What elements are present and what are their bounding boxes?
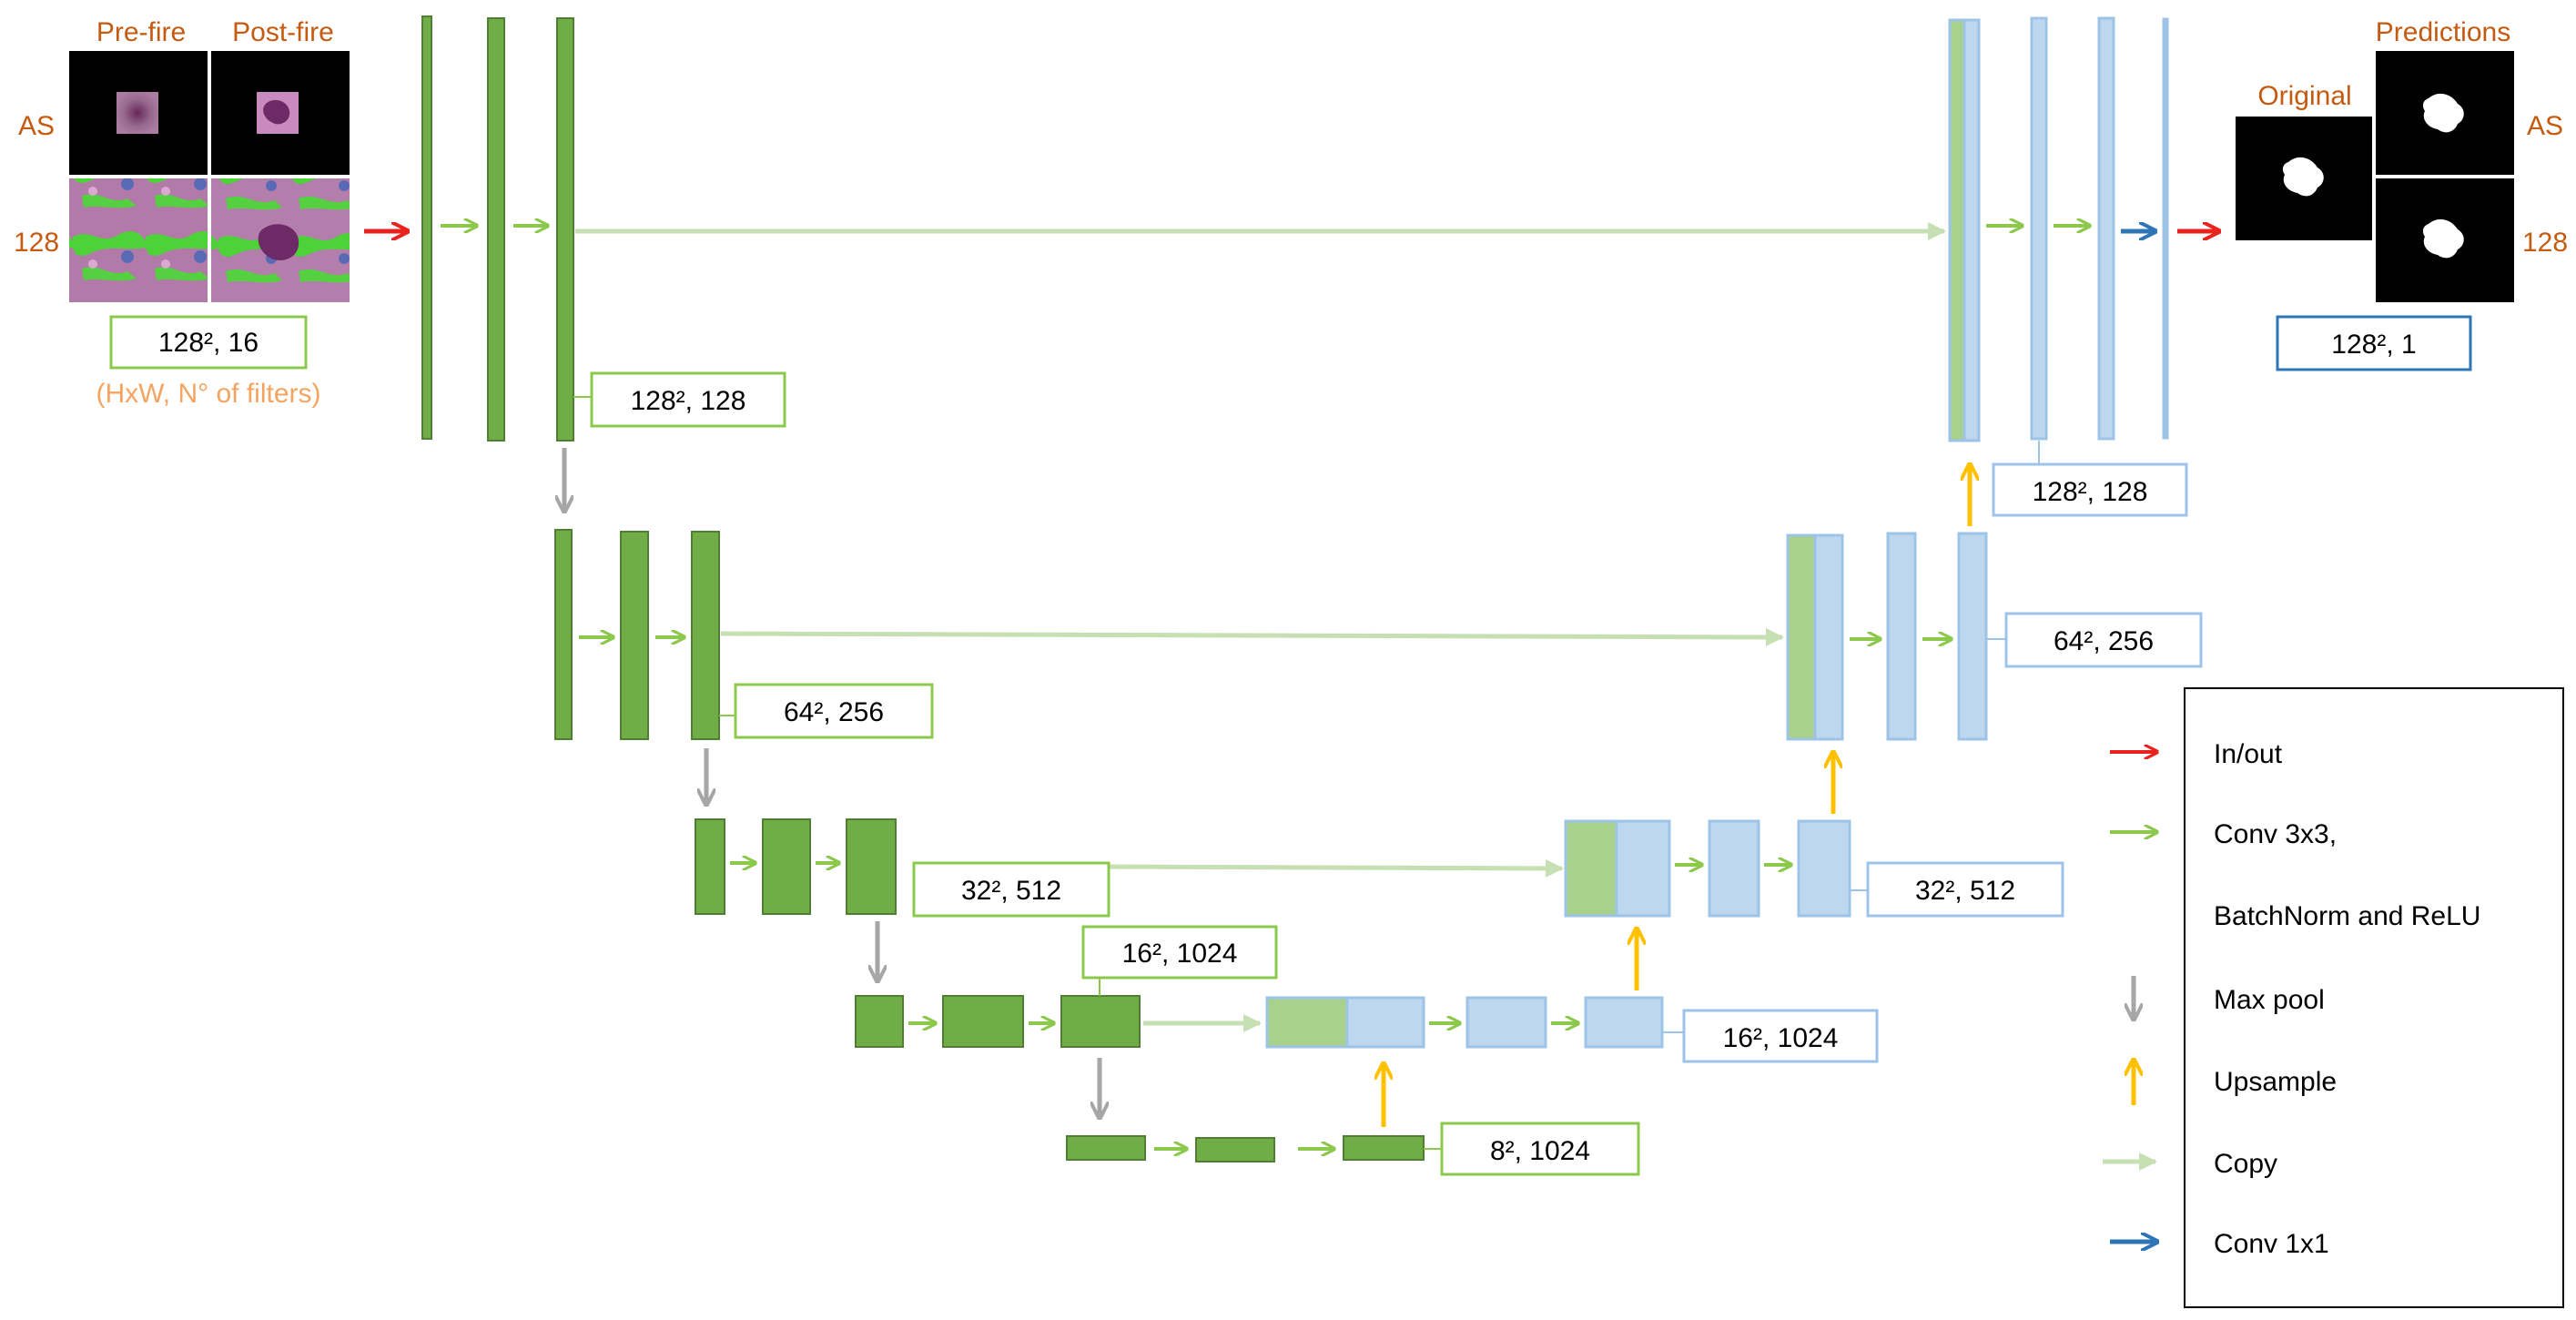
enc1-block-1 <box>421 15 432 440</box>
enc4-size-box <box>1081 925 1278 980</box>
legend-box <box>2184 687 2564 1308</box>
post-fire-as-image <box>211 51 350 175</box>
enc4-block-1 <box>855 995 904 1048</box>
enc2-copy-arrow <box>720 627 1784 646</box>
enc2-block-3 <box>691 531 720 740</box>
pre-fire-title: Pre-fire <box>96 17 186 47</box>
enc2-block-1 <box>554 529 573 740</box>
enc3-size-box <box>912 861 1111 918</box>
enc2-size-box <box>734 683 934 739</box>
dec3-copy-block <box>1564 819 1618 918</box>
prediction-128-mask-image <box>2376 178 2514 302</box>
dec1-block-3 <box>2097 16 2115 441</box>
dec4-size-box <box>1682 1009 1879 1063</box>
enc1-size-box <box>590 371 786 428</box>
output-size-box <box>2276 315 2472 371</box>
input-row-as-label: AS <box>18 111 55 141</box>
dec4-copy-block <box>1265 996 1349 1049</box>
dec1-block-1 <box>1962 18 1981 442</box>
legend-maxpool-label: Max pool <box>2214 985 2325 1015</box>
enc4-size-label: 16², 1024 <box>1122 939 1238 969</box>
enc1-block-3 <box>556 17 574 442</box>
dec2-size-label: 64², 256 <box>2054 626 2154 656</box>
dec1-output-layer <box>2162 17 2169 440</box>
dec2-block-3 <box>1957 532 1988 741</box>
dec1-size-label: 128², 128 <box>2033 477 2148 507</box>
dec2-copy-block <box>1786 533 1817 741</box>
enc5-block-2 <box>1195 1137 1275 1163</box>
enc3-block-2 <box>762 818 811 915</box>
legend-conv-label: Conv 3x3, <box>2214 819 2337 849</box>
dec2-block-2 <box>1886 532 1917 741</box>
enc2-size-label: 64², 256 <box>784 697 884 727</box>
dec3-block-3 <box>1797 819 1851 918</box>
dec3-size-label: 32², 512 <box>1915 876 2015 906</box>
dec4-block-1 <box>1345 996 1425 1049</box>
enc5-size-box <box>1440 1122 1640 1176</box>
prediction-as-mask-image <box>2376 51 2514 175</box>
input-size-label: 128², 16 <box>158 328 259 358</box>
output-size-label: 128², 1 <box>2331 330 2416 360</box>
legend-upsample-label: Upsample <box>2214 1067 2337 1097</box>
post-fire-title: Post-fire <box>232 17 334 47</box>
dec4-block-3 <box>1584 996 1664 1049</box>
enc5-size-label: 8², 1024 <box>1490 1136 1590 1166</box>
dec4-block-2 <box>1465 996 1547 1049</box>
enc1-block-2 <box>487 17 505 442</box>
dec1-copy-block <box>1948 18 1966 442</box>
legend-copy-label: Copy <box>2214 1149 2277 1179</box>
post-fire-128-image <box>211 178 350 302</box>
dec1-block-2 <box>2030 16 2048 441</box>
input-size-box <box>109 315 308 370</box>
original-mask-image <box>2236 117 2372 240</box>
enc1-size-label: 128², 128 <box>631 386 746 416</box>
output-row-128-label: 128 <box>2522 228 2568 258</box>
dec3-block-2 <box>1708 819 1760 918</box>
dec3-block-1 <box>1615 819 1671 918</box>
dec4-size-label: 16², 1024 <box>1723 1023 1839 1053</box>
enc4-block-2 <box>942 995 1024 1048</box>
enc4-block-3 <box>1060 995 1141 1048</box>
enc3-size-label: 32², 512 <box>961 876 1061 906</box>
legend-conv1x1-label: Conv 1x1 <box>2214 1229 2329 1259</box>
enc3-block-3 <box>846 818 897 915</box>
input-row-128-label: 128 <box>14 228 59 258</box>
legend-conv-label-line2: BatchNorm and ReLU <box>2214 901 2480 931</box>
enc5-block-1 <box>1066 1135 1146 1161</box>
dec3-size-box <box>1866 861 2064 918</box>
legend-inout-label: In/out <box>2214 739 2283 769</box>
dec1-size-box <box>1992 462 2188 517</box>
dec2-block-1 <box>1813 533 1844 741</box>
original-title: Original <box>2257 81 2351 111</box>
predictions-title: Predictions <box>2376 17 2510 47</box>
enc3-block-1 <box>695 818 725 915</box>
output-row-as-label: AS <box>2527 111 2563 141</box>
enc3-copy-arrow <box>1108 858 1564 878</box>
dec2-size-box <box>2004 612 2203 668</box>
pre-fire-as-image <box>69 51 208 175</box>
pre-fire-128-image <box>69 178 208 302</box>
enc5-block-3 <box>1343 1135 1425 1161</box>
input-size-note: (HxW, N° of filters) <box>96 379 320 409</box>
enc2-block-2 <box>620 531 649 740</box>
